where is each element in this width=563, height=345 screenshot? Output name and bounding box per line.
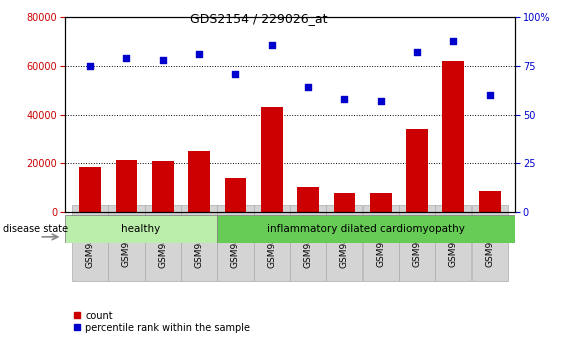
Text: healthy: healthy (122, 224, 160, 234)
Point (158, 57, 167, 63)
Point (231, 71, 240, 77)
Bar (115, 160, 137, 212)
Text: disease state: disease state (3, 224, 68, 234)
Bar (297, 187, 319, 212)
Text: inflammatory dilated cardiomyopathy: inflammatory dilated cardiomyopathy (267, 224, 465, 234)
Point (340, 96, 349, 102)
Bar (152, 161, 174, 212)
Point (449, 38, 458, 43)
Bar (188, 151, 210, 212)
Bar (225, 178, 247, 212)
Point (376, 98, 385, 104)
Point (122, 56, 131, 61)
Bar (443, 61, 464, 212)
Point (303, 85, 312, 90)
Legend: count, percentile rank within the sample: count, percentile rank within the sample (70, 307, 254, 337)
Point (485, 92, 494, 98)
Bar (370, 193, 392, 212)
Bar (65, 215, 217, 243)
Bar (333, 193, 355, 212)
Point (86, 63, 95, 69)
Bar (79, 167, 101, 212)
Point (413, 50, 422, 55)
Bar (479, 191, 501, 212)
Text: GDS2154 / 229026_at: GDS2154 / 229026_at (190, 12, 328, 25)
Bar (217, 215, 515, 243)
Point (195, 51, 204, 57)
Point (267, 42, 276, 47)
Bar (261, 107, 283, 212)
Bar (406, 129, 428, 212)
